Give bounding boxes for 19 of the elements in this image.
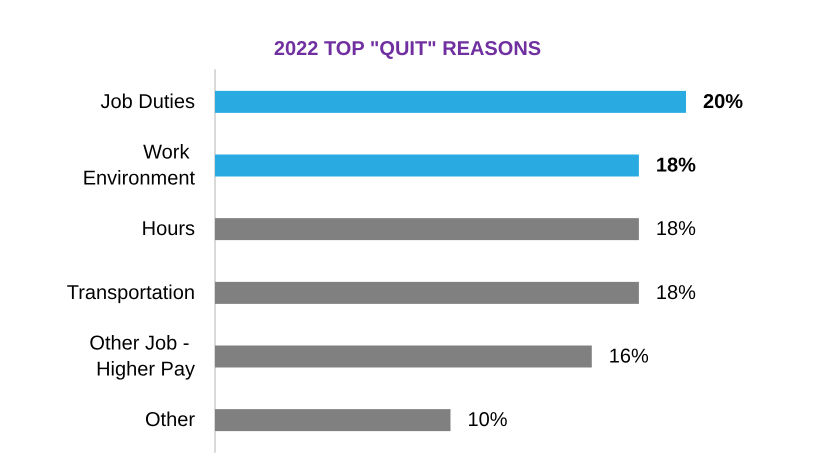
- y-tick-label: Transportation: [66, 282, 195, 304]
- y-tick-label: Other Job - Higher Pay: [89, 332, 195, 380]
- y-tick-label: Job Duties: [100, 90, 195, 113]
- y-tick-label: Work Environment: [82, 142, 196, 190]
- bar: [215, 409, 450, 432]
- y-tick-label: Other: [144, 409, 196, 432]
- data-label: 10%: [468, 409, 508, 432]
- data-label: 18%: [656, 154, 696, 176]
- bar: [215, 282, 639, 304]
- data-label: 18%: [656, 218, 696, 240]
- bar: [215, 154, 639, 176]
- bar: [215, 90, 686, 113]
- bar: [215, 218, 639, 240]
- chart-title: 2022 TOP "QUIT" REASONS: [274, 38, 542, 60]
- data-label: 16%: [608, 346, 650, 368]
- bar: [215, 346, 592, 368]
- y-tick-label: Hours: [142, 218, 195, 240]
- data-label: 18%: [656, 282, 696, 304]
- data-label: 20%: [703, 90, 744, 113]
